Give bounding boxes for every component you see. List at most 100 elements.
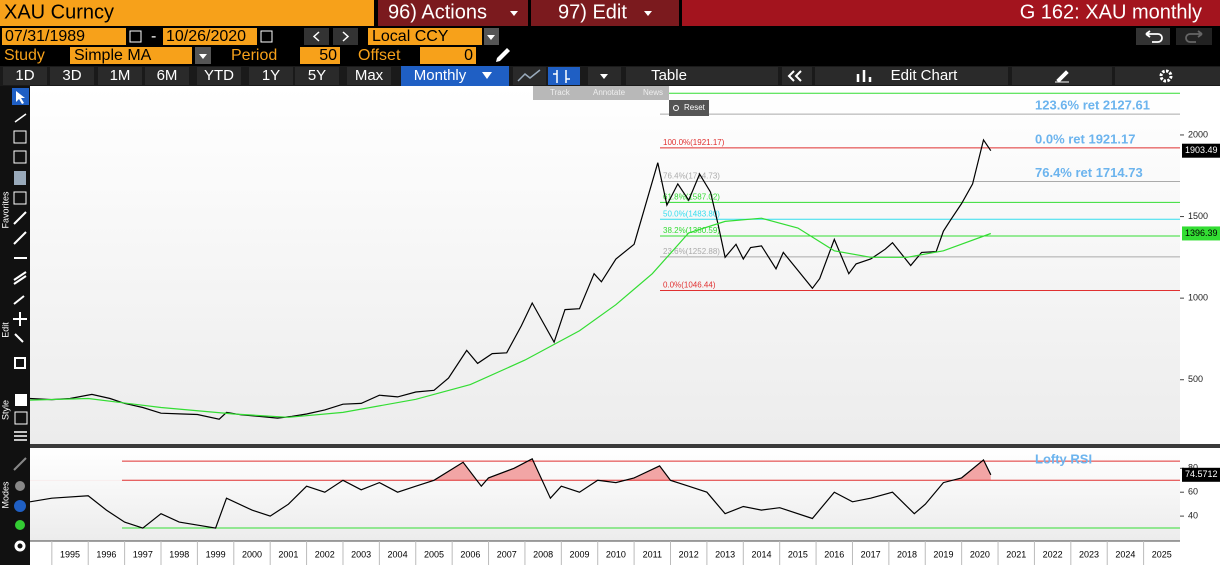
period-tabs: 1D 3D 1M 6M YTD 1Y 5Y Max <box>3 67 391 85</box>
modes-tool[interactable] <box>14 500 26 512</box>
period-tab[interactable] <box>145 67 189 85</box>
fib-tool[interactable] <box>14 171 26 185</box>
last-value-tag <box>1182 467 1220 482</box>
time-axis <box>30 541 1220 565</box>
x-tick-label: 2002 <box>315 549 335 559</box>
currency-field[interactable] <box>368 28 482 45</box>
toolbar-section: Favorites <box>0 191 10 229</box>
period-tab[interactable] <box>50 67 94 85</box>
edit-tools[interactable] <box>13 295 27 369</box>
x-tick-label: 2024 <box>1115 549 1135 559</box>
period-tab[interactable] <box>3 67 47 85</box>
dropdown-arrow <box>482 72 492 79</box>
fill-tool[interactable] <box>15 394 27 406</box>
price-plot <box>30 86 1180 445</box>
calendar-icon[interactable] <box>260 30 273 43</box>
last-value-tag <box>1182 143 1220 158</box>
modes-tool[interactable] <box>15 520 25 530</box>
date-separator: - <box>151 28 156 45</box>
x-tick-label: 2016 <box>824 549 844 559</box>
reset-icon <box>673 105 679 111</box>
x-tick-label: 2010 <box>606 549 626 559</box>
redo-button[interactable] <box>1176 28 1212 45</box>
line-chart-button[interactable] <box>513 67 546 85</box>
news-tool[interactable]: News <box>643 88 663 97</box>
period-tab[interactable] <box>295 67 339 85</box>
table: Table <box>651 67 687 84</box>
period-tab[interactable] <box>249 67 293 85</box>
x-tick-label: 1997 <box>133 549 153 559</box>
x-tick-label: 1995 <box>60 549 80 559</box>
prev-button[interactable] <box>304 28 329 45</box>
modes-tool[interactable] <box>15 481 25 491</box>
title: G 162: XAU monthly <box>1020 1 1202 23</box>
x-tick-label: 2017 <box>861 549 881 559</box>
x-tick-label: 2011 <box>643 549 662 559</box>
frequency: Monthly <box>414 67 467 84</box>
x-tick-label: 2018 <box>897 549 917 559</box>
next-button[interactable] <box>333 28 358 45</box>
rsi-axis <box>1180 448 1220 541</box>
annotate-tool[interactable]: Annotate <box>593 88 626 97</box>
period-label: YTD <box>204 67 234 84</box>
x-tick-label: 1999 <box>206 549 226 559</box>
moving-average-line <box>29 217 992 418</box>
x-tick-label: 2003 <box>351 549 371 559</box>
end-date: 10/26/2020 <box>166 28 246 45</box>
period-field[interactable] <box>300 47 340 64</box>
reset-button[interactable] <box>669 100 709 116</box>
level-label: 61.8%(1587.02) <box>663 192 720 201</box>
calendar-icon[interactable] <box>129 30 142 43</box>
y-tick-label: 2000 <box>1188 129 1208 139</box>
channel-tools[interactable] <box>13 257 27 285</box>
line-tool[interactable] <box>14 113 27 123</box>
period-tab[interactable] <box>98 67 142 85</box>
title-bar <box>682 0 1220 26</box>
dropdown-arrow <box>487 35 495 40</box>
settings-icon <box>1159 69 1173 83</box>
line-style-tool[interactable] <box>14 431 27 441</box>
x-tick-label: 2022 <box>1043 549 1063 559</box>
track-tool[interactable]: Track <box>550 88 571 97</box>
level-label: 0.0%(1046.44) <box>663 281 716 290</box>
dollar-tool[interactable] <box>13 150 27 164</box>
settings-tool[interactable] <box>14 540 26 552</box>
y-tick-label: 80 <box>1188 463 1198 473</box>
table-button[interactable] <box>626 67 778 85</box>
start-date-field[interactable] <box>2 28 126 45</box>
period-label: 1Y <box>262 67 280 84</box>
bar-chart-button[interactable] <box>548 67 580 85</box>
percent-tool[interactable] <box>13 130 27 144</box>
trend-tools[interactable] <box>13 211 27 245</box>
offset-field[interactable] <box>420 47 476 64</box>
security-box[interactable] <box>0 0 374 26</box>
annotation: 123.6% ret 2127.61 <box>1035 98 1150 113</box>
annotation: 76.4% ret 1714.73 <box>1035 165 1143 180</box>
tool-icons <box>12 88 29 552</box>
period-label: 1D <box>15 67 34 84</box>
frequency-button[interactable] <box>401 66 509 86</box>
retrace-tool[interactable] <box>13 191 27 205</box>
end-date-field[interactable] <box>163 28 257 45</box>
actions-menu[interactable] <box>378 0 528 26</box>
panel-divider <box>0 444 1220 448</box>
period-tab[interactable] <box>347 67 391 85</box>
x-tick-label: 2007 <box>497 549 517 559</box>
security: XAU Curncy <box>4 1 114 23</box>
edit-menu[interactable] <box>531 0 679 26</box>
level-label: 23.6%(1252.88) <box>663 247 720 256</box>
period-tab[interactable] <box>197 67 241 85</box>
actions: 96) Actions <box>388 1 487 23</box>
chart-tools-bar <box>533 86 669 100</box>
settings-button[interactable] <box>1115 67 1220 85</box>
x-tick-label: 2012 <box>679 549 699 559</box>
study-field[interactable] <box>70 47 192 64</box>
left-toolbar <box>0 86 30 565</box>
level-label: 76.4%(1714.73) <box>663 172 720 181</box>
period-label: 3D <box>62 67 81 84</box>
modes-tool[interactable] <box>13 457 27 471</box>
offset-label: Offset <box>358 47 401 64</box>
pen-icon[interactable] <box>496 48 510 62</box>
border-tool[interactable] <box>14 411 28 425</box>
start-date: 07/31/1989 <box>5 28 85 45</box>
